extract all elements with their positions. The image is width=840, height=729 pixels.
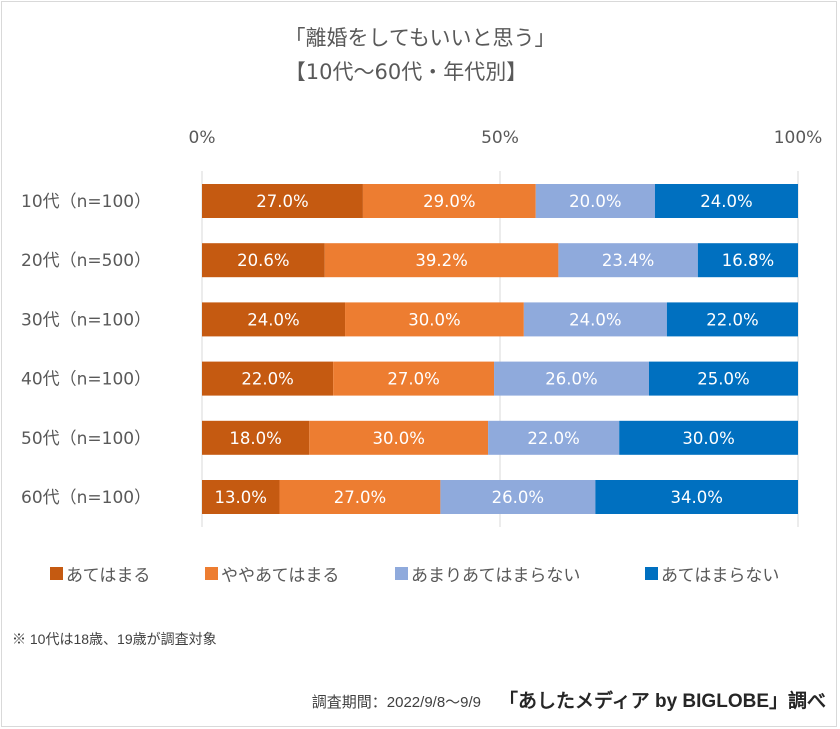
bar-segment	[535, 184, 655, 218]
bar-segment	[309, 420, 489, 455]
data-label: 29.0%	[423, 192, 475, 211]
data-label: 24.0%	[247, 310, 299, 329]
bar-segment	[202, 361, 334, 396]
legend: あてはまる ややあてはまる あまりあてはまらない あてはまらない	[0, 561, 840, 587]
bar-segment	[488, 420, 620, 455]
x-tick-label: 100%	[774, 128, 823, 148]
data-label: 13.0%	[215, 488, 267, 507]
bar-segment	[279, 480, 441, 514]
bar-segment	[666, 302, 798, 337]
bar-segment	[324, 243, 559, 278]
bar-segment	[494, 361, 649, 396]
category-label: 20代（n=500）	[21, 251, 151, 271]
bar-segment	[345, 302, 524, 337]
data-label: 23.4%	[602, 251, 654, 270]
data-label: 20.0%	[569, 192, 621, 211]
survey-period: 調査期間：2022/9/8～9/9	[311, 694, 482, 711]
data-label: 30.0%	[682, 429, 734, 448]
data-labels: 27.0% 29.0% 20.0% 24.0% 20.6% 39.2% 23.4% 16.8%…	[215, 192, 775, 507]
category-labels: 10代（n=100） 20代（n=500） 30代（n=100） 40代（n=100）…	[21, 192, 151, 508]
bar-segment	[697, 243, 798, 278]
legend-label: あてはまらない	[661, 566, 780, 586]
chart-title: 「離婚をしてもいいと思う」	[284, 26, 556, 50]
data-label: 30.0%	[372, 429, 424, 448]
data-label: 22.0%	[706, 310, 758, 329]
survey-source: 「あしたメディア by BIGLOBE」調べ	[499, 691, 826, 712]
data-label: 26.0%	[545, 370, 597, 389]
legend-item-atehamaru: あてはまる	[50, 561, 150, 586]
category-label: 30代（n=100）	[21, 310, 151, 330]
legend-label: ややあてはまる	[221, 566, 340, 586]
chart-subtitle: 【10代～60代・年代別】	[284, 60, 528, 84]
data-label: 27.0%	[334, 488, 386, 507]
data-label: 26.0%	[492, 488, 544, 507]
bar-segment	[202, 420, 310, 455]
bar-segment	[654, 184, 798, 218]
bar-segment	[333, 361, 495, 396]
category-label: 10代（n=100）	[21, 192, 151, 212]
legend-swatch	[205, 567, 218, 580]
gridlines	[201, 171, 799, 527]
bar-segment	[202, 243, 325, 278]
bar-segment	[619, 420, 798, 455]
data-label: 22.0%	[527, 429, 579, 448]
data-label: 39.2%	[415, 251, 467, 270]
x-tick-label: 50%	[481, 128, 519, 148]
legend-item-atehamaranai: あてはまらない	[645, 561, 779, 586]
x-tick-label: 0%	[189, 128, 216, 148]
data-label: 34.0%	[670, 488, 722, 507]
bar-segment	[202, 184, 363, 218]
data-label: 18.0%	[229, 429, 281, 448]
data-label: 22.0%	[241, 370, 293, 389]
category-label: 40代（n=100）	[21, 370, 151, 390]
legend-swatch	[645, 567, 658, 580]
x-axis-ticks: 0% 50% 100%	[189, 128, 823, 148]
category-label: 50代（n=100）	[21, 429, 151, 449]
data-label: 24.0%	[700, 192, 752, 211]
data-label: 27.0%	[387, 370, 439, 389]
bar-segment	[440, 480, 596, 514]
legend-swatch	[50, 567, 63, 580]
bar-segment	[362, 184, 536, 218]
data-label: 25.0%	[697, 370, 749, 389]
data-label: 30.0%	[408, 310, 460, 329]
legend-label: あまりあてはまらない	[411, 566, 581, 586]
bars	[202, 184, 798, 514]
legend-item-amari-atehamaranai: あまりあてはまらない	[395, 561, 580, 586]
bar-segment	[202, 480, 280, 514]
footnote: ※ 10代は18歳、19歳が調査対象	[12, 631, 217, 647]
bar-segment	[523, 302, 667, 337]
data-label: 24.0%	[569, 310, 621, 329]
bar-segment	[595, 480, 798, 514]
legend-item-yaya-atehamaru: ややあてはまる	[205, 561, 339, 586]
bar-segment	[558, 243, 698, 278]
data-label: 27.0%	[256, 192, 308, 211]
data-label: 20.6%	[237, 251, 289, 270]
category-label: 60代（n=100）	[21, 488, 151, 508]
data-label: 16.8%	[722, 251, 774, 270]
bar-segment	[202, 302, 346, 337]
footer-credit: 調査期間：2022/9/8～9/9 「あしたメディア by BIGLOBE」調べ	[312, 686, 826, 713]
bar-segment	[649, 361, 798, 396]
legend-swatch	[395, 567, 408, 580]
legend-label: あてはまる	[66, 566, 151, 586]
